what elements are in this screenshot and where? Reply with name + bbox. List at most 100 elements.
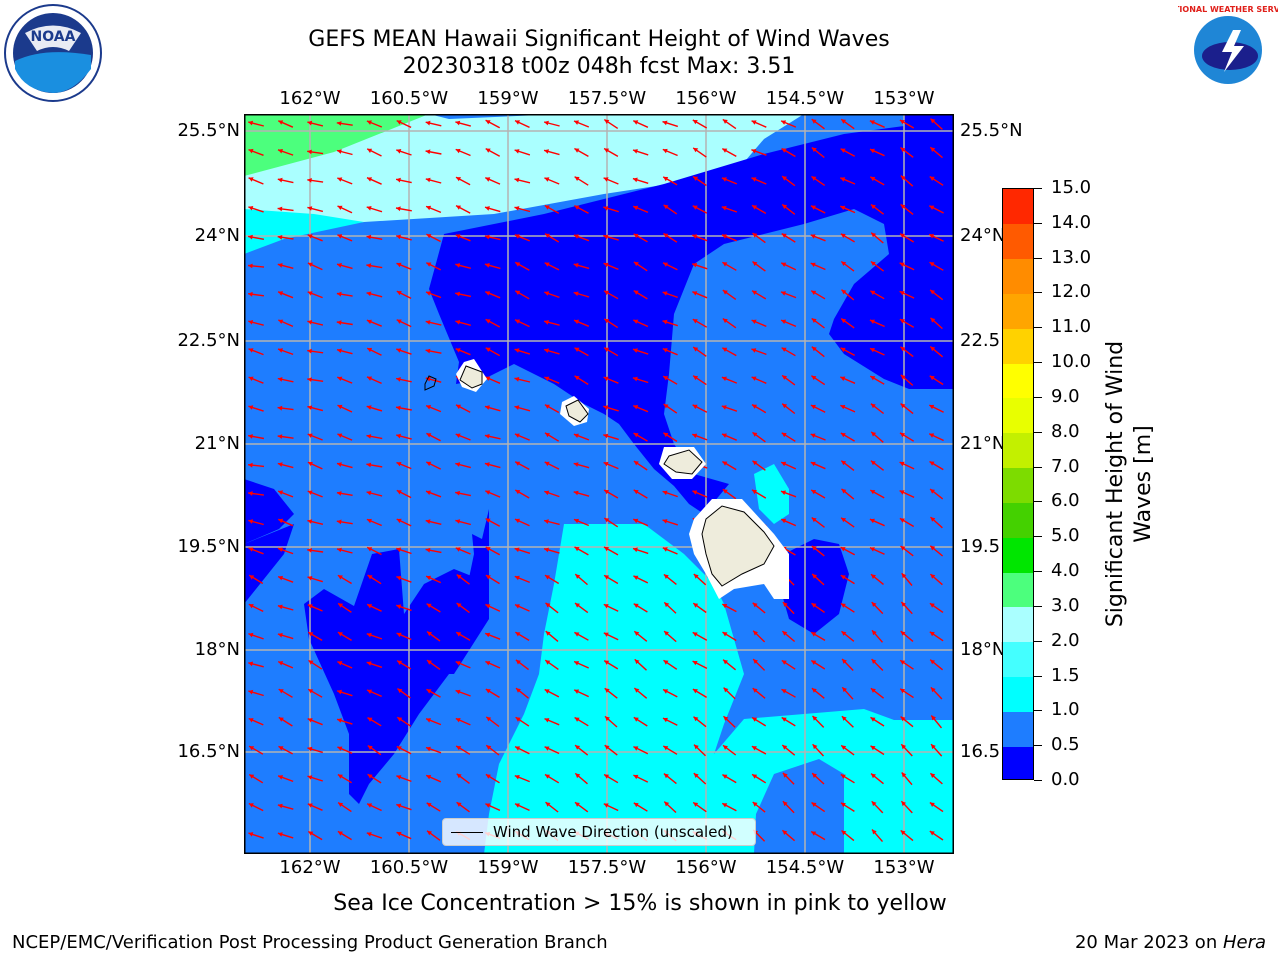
wave-direction-arrow-head — [396, 319, 402, 324]
wave-direction-arrow-head — [278, 518, 284, 524]
wave-direction-arrow-head — [515, 604, 520, 609]
wave-direction-arrow-head — [930, 346, 936, 352]
wave-direction-arrow-head — [781, 660, 787, 665]
wave-direction-arrow-head — [811, 688, 817, 693]
wave-direction-arrow-head — [603, 234, 609, 240]
wave-direction-arrow-head — [574, 661, 580, 666]
cyan-zone-east-hawaii — [754, 464, 789, 524]
wave-direction-arrow-head — [841, 517, 847, 523]
wave-direction-arrow-head — [544, 348, 549, 353]
colorbar-tick-label: 6.0 — [1051, 490, 1080, 512]
wave-direction-arrow-head — [336, 291, 342, 297]
wave-direction-arrow-head — [337, 575, 343, 580]
wave-direction-arrow-head — [722, 774, 728, 779]
wave-direction-arrow-head — [484, 434, 490, 439]
footer-host: Hera — [1222, 932, 1266, 953]
wave-direction-arrow-head — [396, 149, 402, 154]
wave-direction-arrow-head — [633, 261, 639, 267]
wave-direction-arrow-head — [692, 404, 698, 410]
wave-direction-arrow-head — [514, 206, 520, 211]
wave-direction-arrow-head — [307, 234, 313, 239]
wave-direction-arrow-head — [751, 348, 757, 353]
wave-direction-arrow-head — [484, 234, 490, 240]
wave-direction-arrow-head — [753, 659, 758, 664]
wave-direction-arrow-head — [722, 290, 728, 295]
wave-direction-arrow-head — [753, 630, 758, 636]
wave-direction-arrow-head — [930, 659, 936, 665]
wave-direction-arrow-head — [663, 233, 669, 238]
wave-direction-arrow-head — [396, 177, 401, 183]
lon-tick-bottom: 156°W — [675, 857, 737, 878]
wave-direction-arrow-head — [899, 490, 905, 495]
wave-direction-arrow-head — [514, 234, 520, 239]
wave-direction-arrow-head — [810, 234, 816, 239]
wave-direction-arrow-head — [307, 348, 312, 354]
wave-direction-arrow-head — [248, 632, 254, 638]
wave-direction-arrow-head — [367, 547, 373, 552]
wave-direction-arrow-head — [366, 319, 372, 325]
wave-direction-arrow-head — [841, 289, 847, 295]
wave-direction-arrow-head — [248, 376, 254, 381]
wave-direction-arrow-head — [248, 491, 253, 496]
colorbar-tick-label: 1.0 — [1051, 699, 1080, 721]
colorbar-tick-mark — [1034, 396, 1042, 398]
wave-direction-arrow-head — [633, 802, 639, 808]
deep-zone-north — [429, 114, 954, 514]
wave-direction-arrow-head — [901, 602, 907, 607]
wave-direction-arrow-head — [812, 574, 817, 579]
colorbar-segment — [1003, 223, 1033, 260]
deep-zone-west — [244, 479, 294, 544]
colorbar-segment — [1003, 363, 1033, 399]
wave-direction-arrow-head — [901, 744, 907, 750]
wave-direction-arrow-head — [515, 518, 520, 524]
wave-direction-arrow-head — [929, 433, 935, 438]
wave-direction-arrow-head — [781, 347, 787, 352]
lat-tick-right: 24°N — [960, 225, 1006, 246]
island-niihau — [424, 375, 437, 391]
wave-direction-arrow-head — [781, 291, 786, 296]
wave-direction-arrow-head — [841, 830, 847, 836]
wave-direction-arrow-head — [426, 802, 432, 808]
colorbar-tick-label: 13.0 — [1051, 246, 1092, 268]
wave-direction-arrow-head — [396, 234, 401, 240]
colorbar-tick-mark — [1034, 710, 1042, 712]
wave-direction-arrow-head — [752, 290, 757, 295]
wave-direction-arrow-head — [249, 774, 255, 779]
wave-direction-arrow-head — [249, 746, 255, 751]
wave-direction-arrow-head — [633, 319, 639, 324]
wave-direction-arrow-head — [633, 746, 639, 751]
wave-direction-arrow-head — [574, 689, 580, 694]
wave-direction-arrow-head — [277, 803, 283, 809]
wave-direction-arrow-head — [603, 376, 609, 381]
wave-direction-arrow-head — [336, 320, 342, 325]
wave-direction-arrow-head — [693, 147, 699, 153]
wave-direction-arrow-head — [278, 149, 283, 154]
wave-direction-arrow-head — [900, 346, 906, 352]
wave-direction-arrow-head — [722, 433, 727, 438]
map-legend: Wind Wave Direction (unscaled) — [442, 818, 756, 846]
wave-direction-arrow-head — [721, 376, 727, 381]
colorbar-tick-mark — [1034, 780, 1042, 781]
colorbar-tick-mark — [1034, 605, 1042, 607]
wave-direction-arrow-head — [721, 177, 727, 182]
wave-direction-arrow-head — [366, 291, 372, 297]
wave-direction-arrow-head — [633, 717, 639, 722]
wave-direction-arrow-head — [870, 148, 875, 154]
wave-direction-arrow-head — [782, 631, 788, 636]
wave-direction-arrow-head — [870, 348, 875, 353]
colorbar-segment — [1003, 293, 1033, 329]
wave-direction-arrow-head — [900, 175, 906, 181]
wave-direction-arrow-head — [870, 403, 876, 409]
wave-direction-arrow-head — [634, 688, 640, 693]
wave-direction-arrow-head — [871, 602, 877, 607]
wave-direction-arrow-head — [366, 518, 372, 524]
wave-direction-arrow-head — [929, 831, 935, 836]
wave-direction-arrow-head — [426, 575, 432, 581]
wave-direction-arrow-head — [278, 717, 284, 722]
wave-direction-arrow-head — [485, 291, 491, 296]
wave-direction-arrow-head — [574, 518, 579, 524]
wave-direction-arrow-head — [722, 234, 727, 239]
wave-direction-arrow-head — [545, 660, 551, 665]
wave-direction-arrow-head — [485, 206, 490, 211]
wave-direction-arrow-head — [722, 461, 728, 466]
